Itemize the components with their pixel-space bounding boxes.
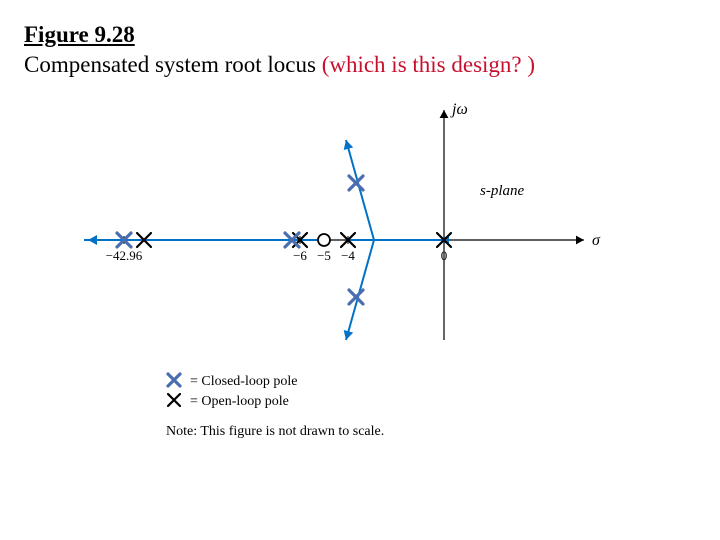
svg-text:σ: σ — [592, 232, 601, 249]
svg-text:0: 0 — [441, 248, 448, 263]
caption-red: (which is this design? ) — [316, 52, 535, 77]
svg-text:−6: −6 — [293, 248, 307, 263]
svg-text:s-plane: s-plane — [480, 183, 525, 199]
svg-text:= Closed-loop pole: = Closed-loop pole — [190, 374, 297, 389]
svg-text:−42.96: −42.96 — [106, 248, 143, 263]
svg-text:Note: This figure is not drawn: Note: This figure is not drawn to scale. — [166, 424, 384, 439]
root-locus-diagram: jω σ s-plane −42.96 −6 −5 −4 0 = Closed-loop pol… — [24, 80, 696, 450]
svg-text:jω: jω — [450, 101, 468, 118]
root-locus-svg: jω σ s-plane −42.96 −6 −5 −4 0 = Closed-loop pol… — [24, 80, 624, 450]
svg-text:= Open-loop pole: = Open-loop pole — [190, 394, 289, 409]
figure-caption: Compensated system root locus (which is … — [24, 50, 696, 80]
svg-text:−4: −4 — [341, 248, 355, 263]
svg-text:−5: −5 — [317, 248, 331, 263]
caption-plain: Compensated system root locus — [24, 52, 316, 77]
figure-number: Figure 9.28 — [24, 22, 135, 47]
